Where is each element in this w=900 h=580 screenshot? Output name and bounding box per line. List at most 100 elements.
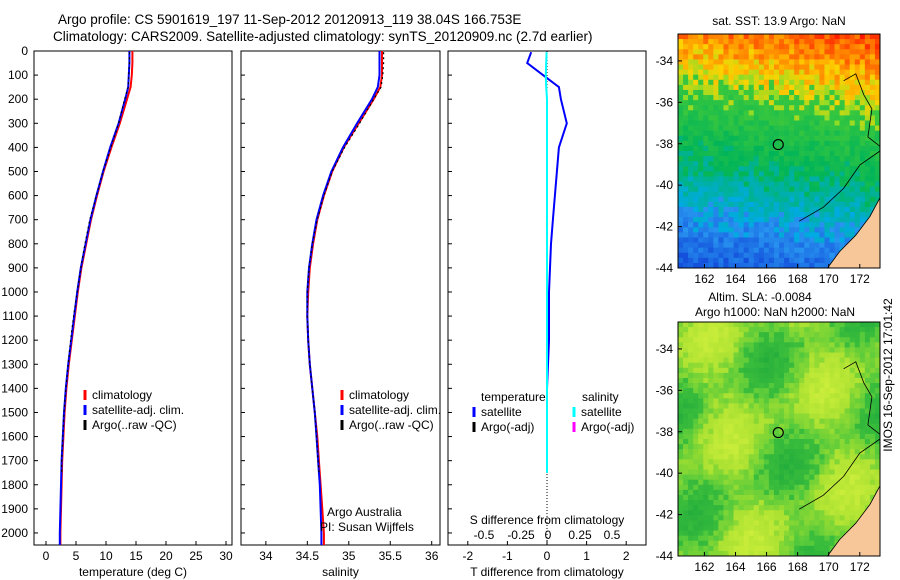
sst-map-cell xyxy=(854,105,861,111)
sst-map-cell xyxy=(688,130,694,137)
sla-map-cell xyxy=(763,403,770,409)
sst-map-cell xyxy=(799,186,805,193)
sla-map-cell xyxy=(829,337,835,343)
sst-map-cell xyxy=(804,44,810,50)
sla-map-cell xyxy=(789,535,795,542)
sla-map-cell xyxy=(693,408,699,414)
sla-map-cell xyxy=(849,408,856,414)
sla-map-cell xyxy=(794,484,800,491)
sla-map-cell xyxy=(854,418,861,425)
sst-map-cell xyxy=(693,156,699,162)
sla-map-cell xyxy=(678,535,684,542)
sst-map-cell xyxy=(784,176,790,182)
sla-map-cell xyxy=(794,520,800,526)
sst-map-cell xyxy=(814,176,820,182)
sla-map-cell xyxy=(688,500,694,506)
sla-map-cell xyxy=(794,474,800,481)
sla-map-cell xyxy=(698,535,704,542)
sla-map-cell xyxy=(773,357,780,364)
sst-map-cell xyxy=(738,186,745,193)
sst-map-cell xyxy=(779,156,785,162)
sla-map-cell xyxy=(763,342,770,348)
sla-map-cell xyxy=(738,377,745,384)
sst-map-cell xyxy=(784,64,790,71)
diff-legend-header-temp: temperature xyxy=(481,390,546,404)
sla-map-cell xyxy=(829,545,835,552)
sla-map-cell xyxy=(723,535,729,542)
sla-map-cell xyxy=(789,413,795,420)
sla-map-cell xyxy=(824,439,830,445)
sla-map-cell xyxy=(708,489,714,496)
sst-map-cell xyxy=(738,242,745,249)
sla-map-cell xyxy=(688,367,694,374)
sst-map-cell xyxy=(728,59,734,65)
sla-map-cell xyxy=(834,505,840,511)
sla-map-cell xyxy=(784,515,790,521)
sst-map-cell xyxy=(703,89,709,96)
sst-map-cell xyxy=(713,69,719,76)
sla-map-cell xyxy=(713,500,719,506)
sla-map-cell xyxy=(789,433,795,440)
sst-map-cell xyxy=(844,79,851,86)
sst-map-cell xyxy=(693,237,699,243)
sla-map-cell xyxy=(789,377,795,384)
sla-map-cell xyxy=(789,545,795,552)
sst-map-cell xyxy=(789,222,795,228)
sst-map-cell xyxy=(708,206,714,213)
sst-map-cell xyxy=(809,161,815,167)
sst-map-cell xyxy=(748,39,755,45)
sst-map-cell xyxy=(748,196,755,203)
sst-map-contour xyxy=(798,150,881,222)
sla-map-cell xyxy=(768,403,775,409)
sst-map-cell xyxy=(804,201,810,208)
sst-map-cell xyxy=(678,237,684,243)
sla-map-cell xyxy=(683,362,689,369)
sla-map-cell xyxy=(849,362,856,369)
sst-map-cell xyxy=(784,54,790,60)
sst-map-cell xyxy=(773,242,780,249)
sla-map-cell xyxy=(874,428,881,435)
sla-map-cell xyxy=(758,428,765,435)
sst-map-cell xyxy=(708,135,714,142)
sst-map-cell xyxy=(693,125,699,132)
sst-map-cell xyxy=(753,115,760,121)
sla-map-cell xyxy=(784,454,790,460)
sla-map-cell xyxy=(874,408,881,414)
temp-ytick-label: 400 xyxy=(8,140,28,154)
sst-map-cell xyxy=(678,242,684,249)
sst-argo-position-marker xyxy=(772,138,784,151)
sst-map-cell xyxy=(758,262,765,269)
sla-map-cell xyxy=(768,327,775,333)
sla-map-cell xyxy=(763,469,770,476)
sla-map-cell xyxy=(768,342,775,348)
sla-map-cell xyxy=(834,484,840,491)
sla-map-cell xyxy=(779,530,785,537)
sst-map-cell xyxy=(763,69,770,76)
sst-map-cell xyxy=(728,166,734,172)
sst-map-cell xyxy=(728,156,734,162)
sla-map-cell xyxy=(678,347,684,353)
sla-map-cell xyxy=(738,484,745,491)
sla-map-cell xyxy=(804,510,810,516)
sla-map-cell xyxy=(773,459,780,465)
sla-map-cell xyxy=(698,357,704,364)
sla-map-cell xyxy=(753,540,760,547)
sla-map-cell xyxy=(738,500,745,506)
sla-map-cell xyxy=(859,510,866,516)
sst-map-cell xyxy=(834,135,840,142)
sla-map-cell xyxy=(758,449,765,455)
sst-map-cell xyxy=(708,227,714,233)
sst-map-cell xyxy=(763,84,770,91)
sla-map-cell xyxy=(819,337,825,343)
sla-map-cell xyxy=(859,332,866,338)
sla-map-cell xyxy=(713,352,719,359)
sst-map-cell xyxy=(753,84,760,91)
sla-map-cell xyxy=(708,377,714,384)
sla-map-cell xyxy=(738,322,745,328)
sla-map-cell xyxy=(849,459,856,465)
sst-map-cell xyxy=(824,247,830,254)
sla-map-cell xyxy=(829,428,835,435)
sla-map-cell xyxy=(753,505,760,511)
sst-map-cell xyxy=(758,237,765,243)
sla-map-cell xyxy=(698,459,704,465)
